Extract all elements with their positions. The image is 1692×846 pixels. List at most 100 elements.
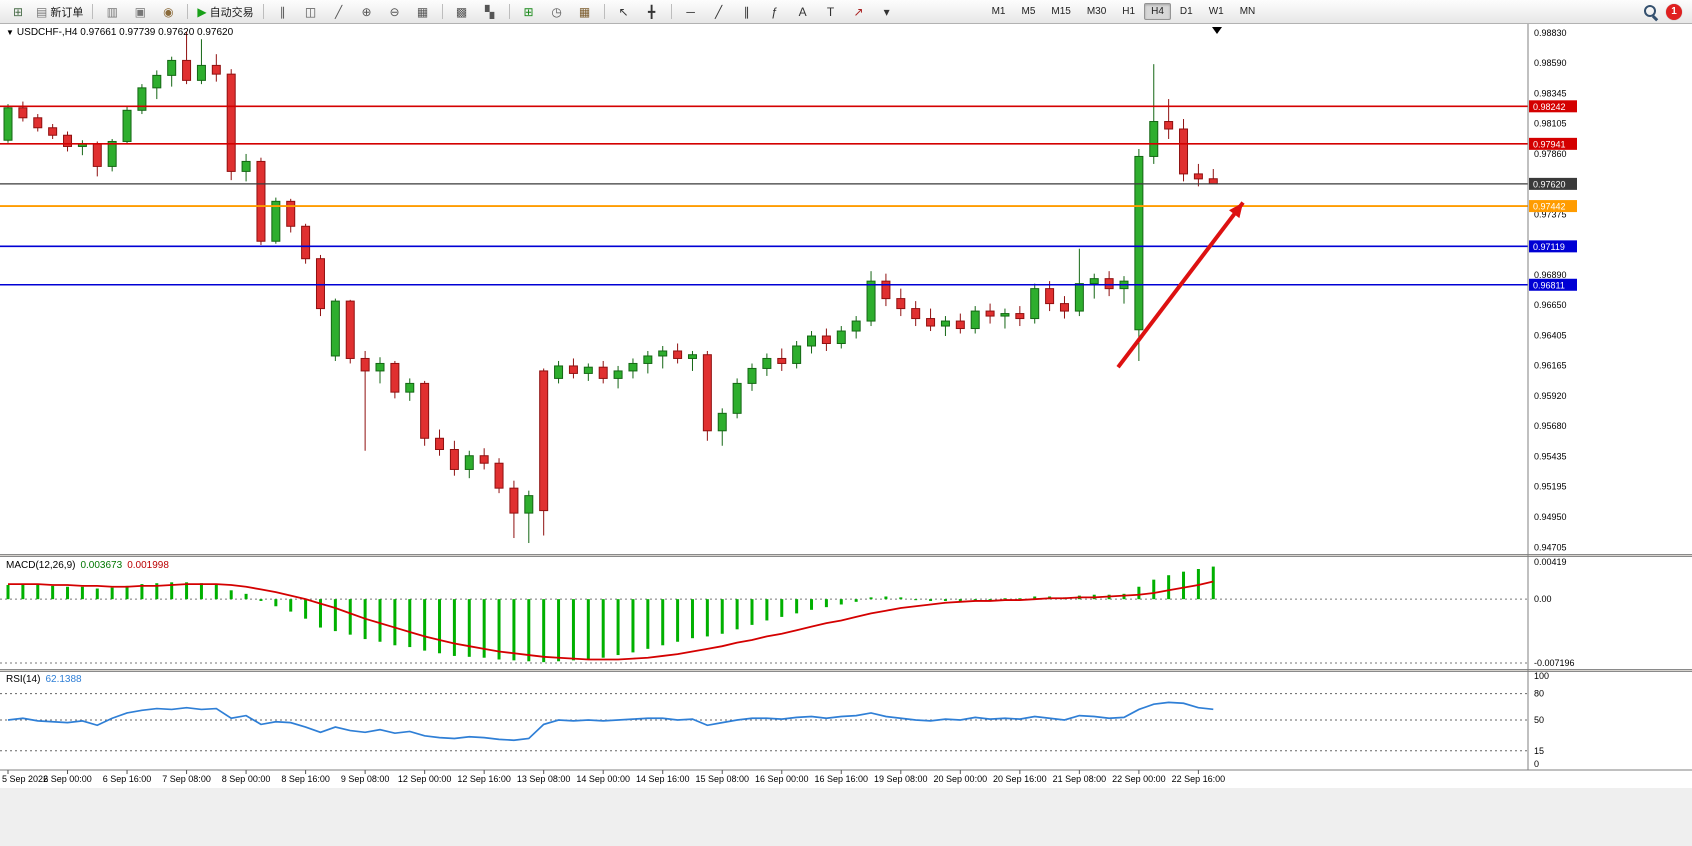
cursor-icon: ↖ <box>618 4 629 19</box>
svg-text:13 Sep 08:00: 13 Sep 08:00 <box>517 774 571 784</box>
svg-text:8 Sep 00:00: 8 Sep 00:00 <box>222 774 271 784</box>
chart-title: ▼ USDCHF-,H4 0.97661 0.97739 0.97620 0.97… <box>6 27 233 38</box>
search-icon[interactable] <box>1643 4 1658 19</box>
new-order-button[interactable]: ▤ 新订单 <box>32 1 87 23</box>
chart-canvas[interactable]: 0.98830 0.98590 0.98345 0.98105 0.97860 0.976… <box>0 24 1692 846</box>
timeframe-h1-button[interactable]: H1 <box>1122 6 1136 17</box>
zoom-in-button[interactable]: ⊕ <box>353 1 381 23</box>
add-indicator-icon: ⊞ <box>523 4 534 19</box>
zoom-out-button[interactable]: ⊖ <box>381 1 409 23</box>
tile-windows-button[interactable]: ▦ <box>409 1 437 23</box>
svg-text:80: 80 <box>1534 689 1544 699</box>
line-chart-button[interactable]: ╱ <box>325 1 353 23</box>
svg-text:0.00419: 0.00419 <box>1534 557 1567 567</box>
svg-text:0.98590: 0.98590 <box>1534 58 1567 68</box>
timeframe-m5-button[interactable]: M5 <box>1021 6 1036 17</box>
svg-text:12 Sep 00:00: 12 Sep 00:00 <box>398 774 452 784</box>
add-indicator-button[interactable]: ⊞ <box>515 1 543 23</box>
arrow-object-button[interactable]: ↗ <box>845 1 873 23</box>
svg-text:0.96811: 0.96811 <box>1533 280 1565 290</box>
svg-text:0.97860: 0.97860 <box>1534 149 1567 159</box>
alerts-button[interactable]: ◉ <box>154 1 182 23</box>
svg-text:0.96650: 0.96650 <box>1534 300 1567 310</box>
cascade-windows-button[interactable]: ▩ <box>448 1 476 23</box>
svg-text:9 Sep 08:00: 9 Sep 08:00 <box>341 774 390 784</box>
svg-text:0.94705: 0.94705 <box>1534 542 1567 552</box>
horizontal-line-button[interactable]: ─ <box>677 1 705 23</box>
svg-text:12 Sep 16:00: 12 Sep 16:00 <box>457 774 511 784</box>
toolbar-right-group: 1 <box>1643 3 1688 20</box>
tile-windows-icon: ▦ <box>416 4 429 19</box>
svg-text:0.98345: 0.98345 <box>1534 88 1567 98</box>
svg-text:-0.007196: -0.007196 <box>1534 658 1575 668</box>
bar-chart-button[interactable]: ∥ <box>269 1 297 23</box>
crosshair-button[interactable]: ╋ <box>638 1 666 23</box>
alerts-icon: ◉ <box>163 4 174 19</box>
new-chart-button[interactable]: ⊞ <box>4 1 32 23</box>
svg-text:14 Sep 16:00: 14 Sep 16:00 <box>636 774 690 784</box>
svg-text:22 Sep 16:00: 22 Sep 16:00 <box>1172 774 1226 784</box>
svg-text:6 Sep 00:00: 6 Sep 00:00 <box>43 774 92 784</box>
svg-text:8 Sep 16:00: 8 Sep 16:00 <box>281 774 330 784</box>
svg-text:0.96165: 0.96165 <box>1534 360 1567 370</box>
fibonacci-button[interactable]: ƒ <box>761 1 789 23</box>
chart-window: 0.98830 0.98590 0.98345 0.98105 0.97860 0.976… <box>0 24 1692 846</box>
objects-dropdown[interactable]: ▾ <box>873 1 901 23</box>
chart-title-text: USDCHF-,H4 0.97661 0.97739 0.97620 0.976… <box>16 27 234 38</box>
macd-main-value: 0.003673 <box>80 560 123 571</box>
label-button[interactable]: T <box>817 1 845 23</box>
macd-signal-value: 0.001998 <box>127 560 169 571</box>
notification-badge[interactable]: 1 <box>1666 3 1682 20</box>
channel-icon: ∥ <box>743 4 750 19</box>
timeframe-m30-button[interactable]: M30 <box>1086 6 1107 17</box>
toolbar-separator <box>92 4 94 19</box>
svg-text:0.97119: 0.97119 <box>1533 242 1565 252</box>
timeframe-m15-button[interactable]: M15 <box>1051 6 1071 17</box>
horizontal-line-icon: ─ <box>686 4 695 19</box>
text-icon: A <box>798 4 807 19</box>
svg-text:50: 50 <box>1534 715 1544 725</box>
new-order-button-label: 新订单 <box>50 6 84 19</box>
macd-name: MACD(12,26,9) <box>6 560 76 571</box>
arrow-object-icon: ↗ <box>853 4 864 19</box>
new-order-icon: ▤ <box>36 4 48 19</box>
profiles-button[interactable]: ▥ <box>98 1 126 23</box>
toolbar-separator <box>187 4 189 19</box>
svg-text:6 Sep 16:00: 6 Sep 16:00 <box>103 774 152 784</box>
svg-text:19 Sep 08:00: 19 Sep 08:00 <box>874 774 928 784</box>
arrange-windows-icon: ▚ <box>484 4 495 19</box>
period-clock-button[interactable]: ◷ <box>543 1 571 23</box>
svg-text:0.00: 0.00 <box>1534 594 1552 604</box>
timeframe-d1-button[interactable]: D1 <box>1179 6 1193 17</box>
svg-text:20 Sep 16:00: 20 Sep 16:00 <box>993 774 1047 784</box>
templates-icon: ▦ <box>578 4 591 19</box>
svg-text:14 Sep 00:00: 14 Sep 00:00 <box>576 774 630 784</box>
trendline-button[interactable]: ╱ <box>705 1 733 23</box>
toolbar-separator <box>441 4 443 19</box>
period-clock-icon: ◷ <box>551 4 562 19</box>
cursor-button[interactable]: ↖ <box>610 1 638 23</box>
print-button[interactable]: ▣ <box>126 1 154 23</box>
autotrade-button[interactable]: ▶ 自动交易 <box>193 1 257 23</box>
templates-button[interactable]: ▦ <box>571 1 599 23</box>
candlestick-chart-button[interactable]: ◫ <box>297 1 325 23</box>
svg-text:21 Sep 08:00: 21 Sep 08:00 <box>1053 774 1107 784</box>
timeframe-h4-button[interactable]: H4 <box>1144 3 1171 20</box>
svg-text:15: 15 <box>1534 746 1544 756</box>
chart-dropdown-icon[interactable]: ▼ <box>6 28 14 37</box>
svg-text:16 Sep 00:00: 16 Sep 00:00 <box>755 774 809 784</box>
rsi-indicator-label: RSI(14) 62.1388 <box>6 674 82 685</box>
timeframe-m1-button[interactable]: M1 <box>991 6 1006 17</box>
svg-text:15 Sep 08:00: 15 Sep 08:00 <box>695 774 749 784</box>
text-button[interactable]: A <box>789 1 817 23</box>
crosshair-icon: ╋ <box>647 4 656 19</box>
channel-button[interactable]: ∥ <box>733 1 761 23</box>
zoom-out-icon: ⊖ <box>389 4 400 19</box>
toolbar-separator <box>603 4 605 19</box>
zoom-in-icon: ⊕ <box>361 4 372 19</box>
arrange-windows-button[interactable]: ▚ <box>476 1 504 23</box>
svg-text:0.94950: 0.94950 <box>1534 512 1567 522</box>
timeframe-w1-button[interactable]: W1 <box>1208 6 1224 17</box>
timeframe-mn-button[interactable]: MN <box>1239 6 1256 17</box>
svg-text:5 Sep 2022: 5 Sep 2022 <box>2 774 48 784</box>
